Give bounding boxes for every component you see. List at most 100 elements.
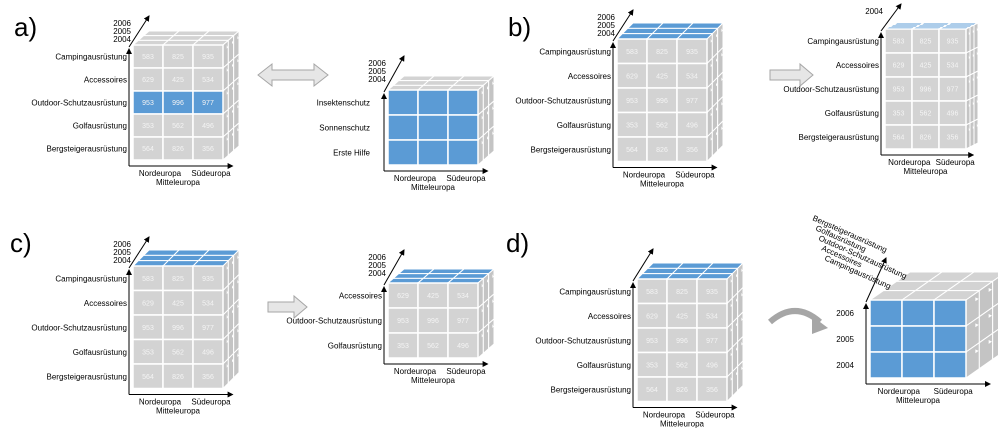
cell-value: 496 — [947, 111, 959, 118]
cell-value: 953 — [893, 87, 905, 94]
cube-side-notch — [492, 81, 494, 85]
cube-side-notch — [710, 87, 713, 92]
cell-value: 825 — [920, 39, 932, 46]
cube-cell — [447, 282, 479, 309]
cube-cell — [869, 299, 903, 327]
cube-top-cell — [686, 22, 725, 29]
cube-cell — [696, 327, 728, 354]
cube-side-notch — [237, 353, 239, 357]
cube-cell — [901, 299, 935, 327]
cube-side-cell — [482, 129, 490, 162]
year-label: 2005 — [368, 67, 386, 76]
depth-axis-arrow — [612, 9, 634, 42]
cube-top-cell — [137, 254, 175, 262]
cell-value: 425 — [676, 313, 688, 320]
cube-top-cell — [671, 267, 709, 275]
cube-a-right: Insektenschutz Sonnenschutz Erste Hilfe 200… — [317, 55, 496, 192]
cube-top-cell — [701, 267, 739, 275]
right-arrow-icon — [267, 294, 308, 320]
cube-side-cell — [992, 302, 998, 335]
cube-top-cell — [161, 260, 200, 267]
year-label: 2005 — [597, 21, 615, 30]
region-label: Südeuropa — [934, 387, 974, 396]
depth-axis-arrow — [865, 257, 887, 303]
cube-side-notch — [226, 363, 229, 368]
year-label: 2005 — [113, 27, 131, 36]
cell-value: 977 — [202, 325, 214, 332]
cell-value: 583 — [626, 49, 638, 56]
cube-side-notch — [226, 114, 229, 118]
cube-side-notch — [232, 132, 234, 136]
cube-side-notch — [976, 123, 978, 127]
cube-side-notch — [232, 63, 234, 67]
cube-side-notch — [232, 260, 234, 265]
cell-value: 356 — [706, 387, 718, 394]
cube-cell — [162, 338, 194, 365]
cell-value: 353 — [397, 343, 409, 350]
region-label: Südeuropa — [446, 174, 486, 183]
cube-side-notch — [226, 290, 229, 295]
cell-value: 953 — [626, 98, 638, 105]
cube-side-notch — [481, 333, 484, 338]
cube-side-notch — [976, 75, 978, 79]
cell-value: 825 — [172, 276, 184, 283]
row-label: Campingausrüstung — [539, 47, 611, 56]
cell-value: 534 — [457, 293, 469, 300]
cell-value: 534 — [947, 63, 959, 70]
cube-side-notch — [975, 323, 979, 328]
cell-value: 562 — [676, 362, 688, 369]
cell-value: 629 — [626, 73, 638, 80]
year-label: 2004 — [113, 256, 131, 265]
cube-top-cell — [645, 33, 684, 40]
cell-value: 826 — [656, 147, 668, 154]
cell-value: 564 — [142, 146, 154, 153]
row-label: Accessoires — [568, 72, 611, 81]
cube-side-notch — [226, 265, 229, 270]
cube-top-cell — [197, 254, 235, 262]
year-label: 2006 — [368, 253, 386, 262]
cube-side-cell — [969, 72, 975, 100]
depth-axis-arrow — [383, 55, 405, 93]
cube-cell — [676, 38, 708, 65]
row-label: 2005 — [836, 335, 854, 344]
cube-side-notch — [721, 28, 723, 32]
row-label: Bergsteigerausrüstung — [47, 145, 128, 154]
cell-value: 564 — [626, 147, 638, 154]
cube-cell — [616, 38, 648, 65]
cube-side-notch — [481, 140, 484, 145]
cube-top-cell — [427, 268, 466, 275]
row-label: Erste Hilfe — [333, 149, 370, 158]
cell-value: 996 — [676, 338, 688, 345]
cube-top-cell — [675, 33, 714, 40]
cube-side-notch — [741, 341, 743, 346]
cell-value: 353 — [646, 362, 658, 369]
cube-side-cell — [233, 346, 240, 380]
cell-value: 425 — [172, 300, 184, 307]
cube-cell — [192, 314, 224, 341]
cube-side-cell — [973, 46, 979, 74]
cube-top-cell — [142, 249, 181, 256]
cube-side-notch — [730, 327, 733, 332]
cube-top-cell — [681, 27, 719, 35]
cube-side-cell — [482, 322, 490, 355]
cube-top-cell — [142, 30, 181, 37]
region-label: Nordeuropa — [394, 367, 437, 376]
cube-side-notch — [237, 279, 239, 284]
region-label: Nordeuropa — [394, 174, 437, 183]
cube-side-notch — [232, 309, 234, 314]
cube-side-cell — [969, 96, 975, 124]
cell-value: 564 — [893, 135, 905, 142]
region-label: Nordeuropa — [139, 398, 182, 407]
cell-value: 562 — [172, 349, 184, 356]
cell-value: 534 — [706, 313, 718, 320]
cell-value: 825 — [172, 54, 184, 61]
cube-cell — [417, 89, 449, 116]
cube-side-notch — [736, 322, 738, 327]
cube-top-cell — [452, 80, 490, 86]
cube-cell — [933, 325, 967, 353]
cube-d-left: 583 825 935 629 425 534 953 996 977 353 562 496 564 8… — [535, 248, 745, 429]
year-label: 2006 — [113, 240, 131, 249]
cube-side-cell — [992, 276, 998, 309]
cell-value: 629 — [142, 300, 154, 307]
region-label: Mitteleuropa — [640, 180, 685, 189]
